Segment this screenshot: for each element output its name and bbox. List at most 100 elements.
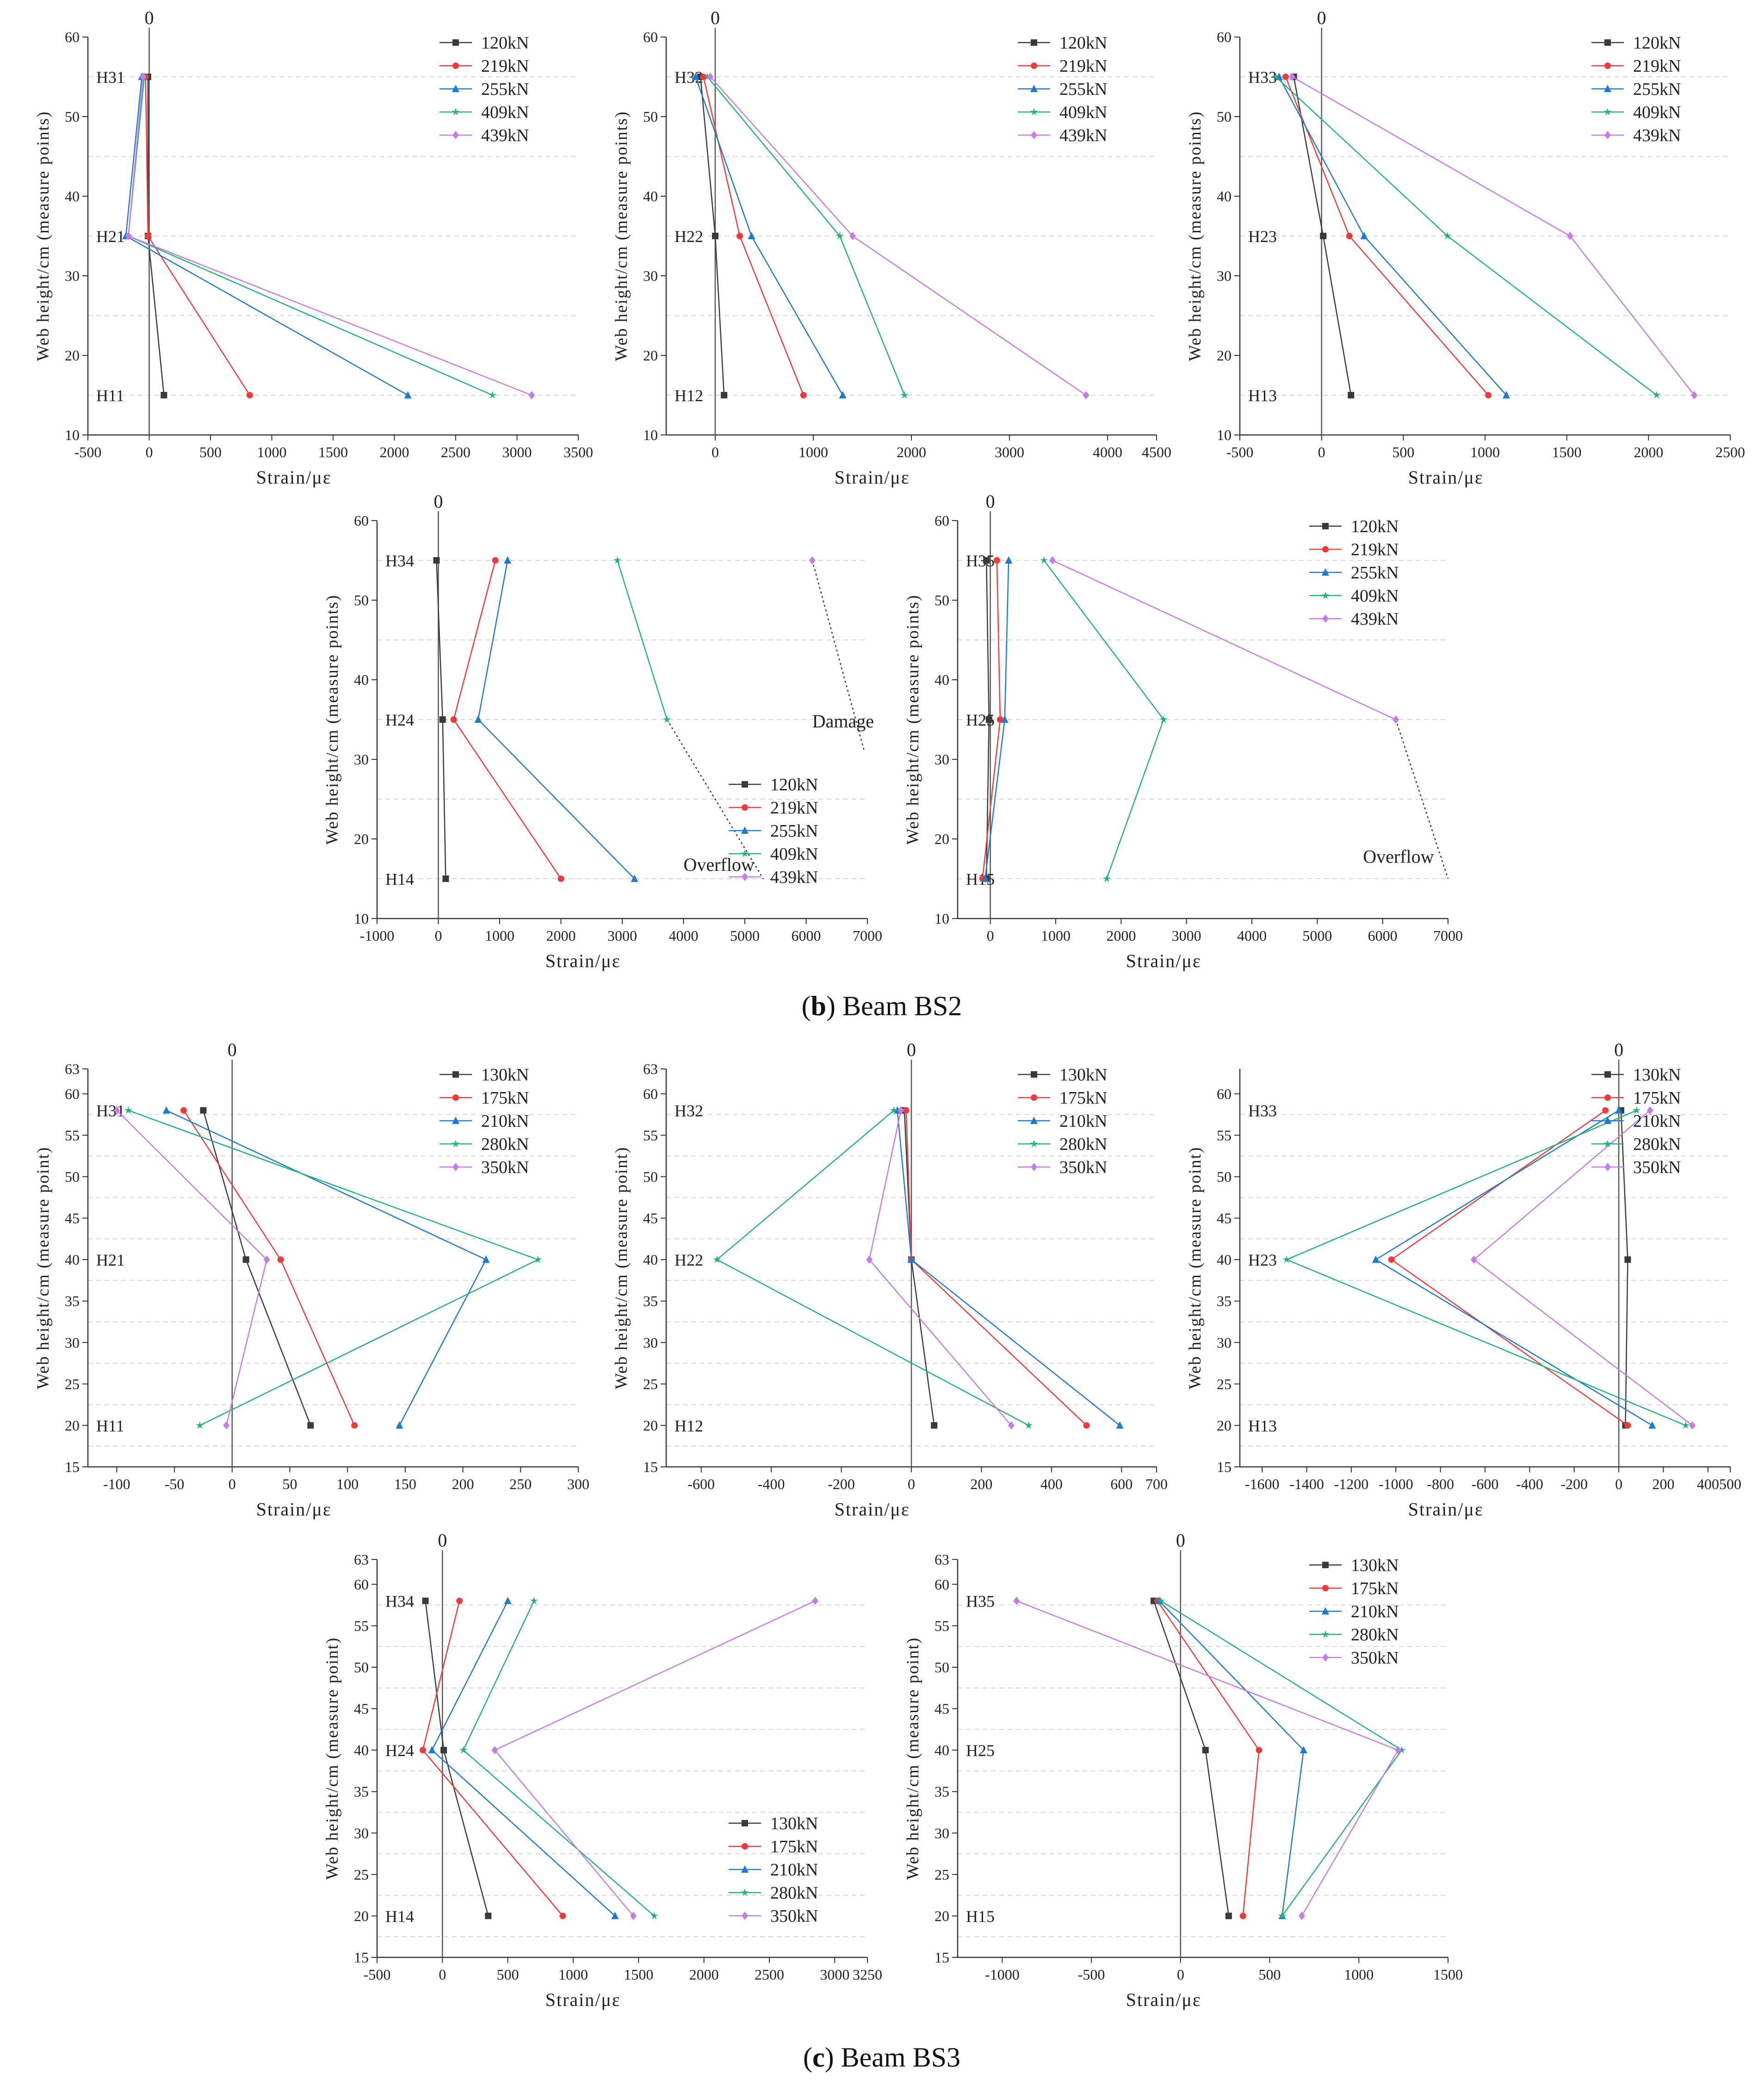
data-point-175kN — [180, 1107, 187, 1114]
data-point-409kN — [1272, 73, 1280, 81]
data-point-210kN — [1116, 1421, 1124, 1429]
x-tick-label: -400 — [1516, 1476, 1543, 1492]
legend-marker — [452, 1140, 460, 1148]
measure-point-label: H31 — [96, 68, 125, 87]
y-axis-title: Web height/cm (measure point) — [323, 1637, 342, 1880]
y-tick-label: 55 — [643, 1127, 658, 1143]
y-tick-label: 20 — [935, 1907, 949, 1924]
x-tick-label: 150 — [394, 1476, 416, 1492]
zero-label: 0 — [907, 1039, 916, 1060]
legend-label: 219kN — [770, 798, 818, 818]
y-tick-label: 20 — [643, 347, 658, 364]
legend-label: 175kN — [1059, 1088, 1107, 1108]
measure-point-label: H21 — [96, 227, 125, 246]
y-tick-label: 25 — [354, 1866, 369, 1883]
data-point-409kN — [836, 232, 844, 240]
y-tick-label: 25 — [1217, 1376, 1232, 1392]
y-tick-label: 10 — [935, 910, 949, 927]
data-point-210kN — [1648, 1421, 1656, 1429]
legend-marker — [452, 85, 459, 92]
x-tick-label: 4500 — [1142, 444, 1171, 460]
measure-point-label: H31 — [96, 1102, 125, 1120]
caption-b-letter: b — [811, 991, 827, 1021]
legend-label: 280kN — [481, 1135, 529, 1154]
x-tick-label: 3250 — [853, 1966, 882, 1983]
y-axis-title: Web height/cm (measure points) — [612, 111, 631, 361]
measure-point-label: H22 — [675, 1251, 703, 1269]
x-tick-label: -100 — [103, 1476, 130, 1492]
legend-marker — [452, 62, 459, 69]
legend-label: 130kN — [481, 1065, 529, 1085]
legend-label: 120kN — [770, 775, 818, 795]
y-tick-label: 50 — [935, 1659, 949, 1676]
chart-bs3-5: 0 -1000 -500 0 500 1000 1500 15 20 25 30 35 40 45 50 55… — [904, 1530, 1463, 2010]
data-point-255kN — [1360, 232, 1368, 239]
measure-point-label: H22 — [675, 227, 703, 246]
y-tick-label: 20 — [1217, 347, 1232, 364]
y-tick-label: 63 — [65, 1061, 80, 1077]
x-tick-label: 5000 — [730, 927, 760, 944]
data-point-175kN — [1256, 1747, 1263, 1754]
data-point-439kN — [1289, 73, 1296, 81]
data-point-210kN — [482, 1255, 490, 1263]
legend-marker — [1030, 1117, 1038, 1124]
data-point-409kN — [488, 391, 497, 399]
legend-label: 409kN — [1351, 586, 1399, 606]
y-tick-label: 25 — [65, 1376, 80, 1392]
data-point-130kN — [1202, 1747, 1209, 1754]
y-tick-label: 40 — [65, 188, 80, 205]
x-tick-label: 3000 — [1172, 927, 1201, 944]
legend-marker — [1031, 39, 1037, 46]
y-tick-label: 10 — [354, 910, 369, 927]
data-point-219kN — [1346, 233, 1353, 239]
legend-label: 409kN — [1059, 103, 1107, 122]
y-tick-label: 40 — [1217, 1251, 1232, 1268]
x-tick-label: -1200 — [1334, 1476, 1369, 1492]
data-point-219kN — [997, 716, 1003, 723]
measure-point-label: H25 — [966, 1741, 995, 1760]
dotted-extension — [1395, 719, 1449, 879]
y-tick-label: 15 — [354, 1949, 369, 1966]
legend-marker — [1031, 1094, 1037, 1101]
chart-bs2-5: 0 0 1000 2000 3000 4000 5000 6000 7000 10 20 30 40 50… — [904, 491, 1463, 971]
legend-label: 350kN — [481, 1158, 529, 1177]
data-point-350kN — [1470, 1255, 1477, 1264]
legend-label: 255kN — [1633, 80, 1681, 99]
x-tick-label: -200 — [1560, 1476, 1588, 1492]
data-point-350kN — [491, 1746, 498, 1755]
legend-label: 130kN — [1633, 1065, 1681, 1085]
x-tick-label: -800 — [1427, 1476, 1454, 1492]
data-point-255kN — [404, 391, 412, 398]
legend-label: 439kN — [1351, 609, 1399, 629]
data-point-280kN — [650, 1912, 658, 1919]
x-tick-label: 2000 — [1634, 444, 1663, 460]
annotation-label: Damage — [812, 711, 874, 732]
x-tick-label: 200 — [1652, 1476, 1674, 1492]
y-tick-label: 20 — [1217, 1417, 1232, 1434]
x-tick-label: 200 — [452, 1476, 474, 1492]
legend-label: 130kN — [1351, 1556, 1399, 1575]
y-axis-title: Web height/cm (measure points) — [323, 595, 342, 845]
caption-c-text: Beam BS3 — [834, 2042, 960, 2073]
data-point-409kN — [1040, 556, 1048, 564]
y-tick-label: 30 — [935, 751, 949, 768]
legend-label: 219kN — [481, 56, 529, 76]
y-tick-label: 15 — [935, 1949, 949, 1966]
y-tick-label: 60 — [643, 29, 658, 45]
y-tick-label: 20 — [65, 347, 80, 364]
legend-marker — [452, 1094, 459, 1101]
y-tick-label: 30 — [65, 1334, 80, 1351]
x-tick-label: 5000 — [1302, 927, 1332, 944]
data-point-210kN — [504, 1596, 512, 1604]
data-point-130kN — [1624, 1256, 1631, 1263]
measure-point-label: H33 — [1248, 68, 1277, 87]
x-tick-label: 500 — [1259, 1966, 1281, 1983]
measure-point-label: H11 — [96, 386, 124, 405]
data-point-350kN — [113, 1106, 120, 1115]
chart-bs2-1: 0 -500 0 500 1000 1500 2000 2500 3000 3500 10 20 30 4… — [34, 7, 593, 488]
chart-bs3-4: 0 -500 0 500 1000 1500 2000 2500 3000 3250 15 20 25 3… — [323, 1530, 882, 2010]
data-point-120kN — [983, 557, 990, 564]
y-tick-label: 15 — [643, 1459, 658, 1475]
data-point-280kN — [124, 1106, 132, 1114]
legend-label: 280kN — [1633, 1135, 1681, 1154]
